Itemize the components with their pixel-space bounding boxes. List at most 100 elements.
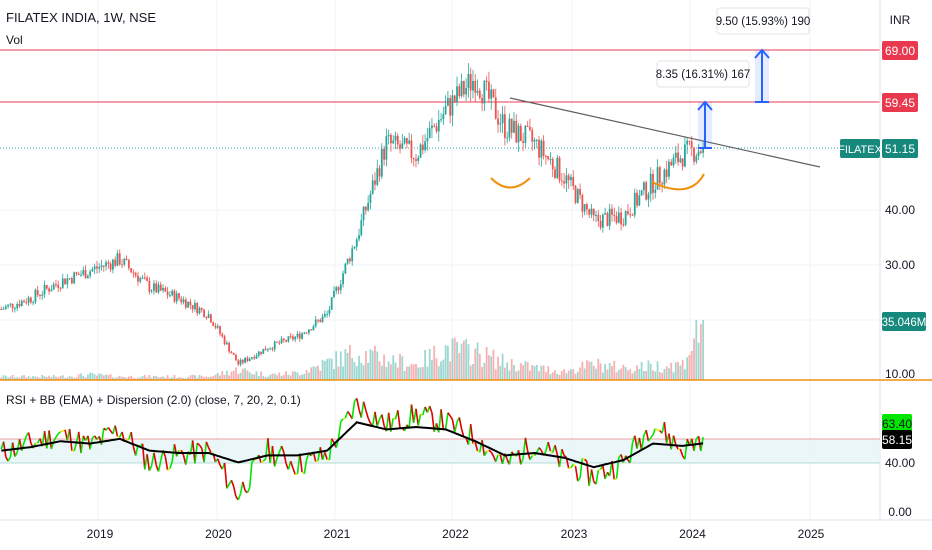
volume-bar [246, 370, 249, 380]
candle [419, 143, 422, 158]
candle [262, 348, 265, 354]
candle [622, 218, 625, 227]
time-axis-label: 2022 [442, 527, 469, 541]
candle [189, 298, 192, 310]
candle [702, 141, 705, 158]
volume-bar [586, 360, 588, 380]
volume-bar [43, 376, 46, 380]
candle [485, 76, 488, 91]
candle [385, 128, 388, 167]
candle [604, 207, 607, 215]
volume-bar [36, 376, 39, 380]
volume-bar [59, 375, 62, 380]
candle [248, 357, 251, 362]
candle [684, 136, 686, 168]
rsi-segment [103, 427, 107, 431]
volume-bar [289, 375, 292, 380]
candle [517, 123, 520, 152]
rsi-segment [645, 429, 650, 442]
candle [36, 285, 39, 298]
rsi-segment [280, 445, 285, 453]
currency-label[interactable]: INR [890, 13, 911, 27]
candle [387, 129, 390, 145]
volume-bar [627, 370, 629, 380]
volume-bar [330, 358, 333, 380]
volume-bar [401, 356, 404, 380]
volume-label[interactable]: Vol [6, 33, 23, 47]
candle [164, 286, 167, 292]
candle [116, 250, 119, 266]
candle [542, 135, 545, 160]
volume-bar [173, 374, 176, 380]
candle [652, 169, 654, 200]
volume-bar [485, 346, 488, 380]
rsi-segment [449, 415, 454, 420]
volume-bar [255, 371, 258, 380]
candle [645, 180, 648, 201]
volume-bar [465, 339, 468, 380]
price-tag-69: 69.00 [882, 41, 918, 60]
rsi-segment [298, 453, 303, 473]
rsi-segment [440, 409, 445, 430]
rsi-segment [248, 461, 253, 488]
volume-bar [194, 375, 196, 380]
candle [146, 275, 148, 282]
volume-bar [508, 370, 511, 380]
candle [383, 145, 385, 166]
volume-bar [280, 375, 283, 380]
trendline[interactable] [509, 97, 821, 168]
candle [597, 210, 600, 227]
rsi-segment [237, 493, 242, 501]
volume-bar [658, 372, 661, 380]
rsi-segment [474, 442, 479, 452]
rsi-segment [273, 457, 278, 467]
candle [251, 356, 253, 360]
candle [665, 161, 668, 184]
candle [435, 122, 438, 134]
candle [235, 353, 237, 361]
volume-bar [526, 362, 529, 380]
volume-bar [451, 338, 454, 380]
volume-bar [679, 365, 682, 380]
rsi-segment [381, 414, 385, 426]
candle [499, 113, 502, 133]
indicator-title[interactable]: RSI + BB (EMA) + Dispersion (2.0) (close… [6, 393, 301, 407]
volume-bar [447, 346, 449, 380]
volume-bar [139, 377, 142, 380]
volume-bar [307, 372, 310, 380]
rsi-segment [198, 444, 203, 449]
volume-bar [7, 377, 9, 380]
candle [98, 263, 101, 274]
measure-arrow-upper[interactable] [754, 48, 770, 103]
volume-bar [681, 360, 684, 380]
volume-bar [264, 377, 267, 380]
symbol-title[interactable]: FILATEX INDIA, 1W, NSE [6, 10, 156, 25]
candle [307, 329, 310, 336]
candle [118, 249, 121, 266]
volume-bar [668, 368, 670, 380]
candle [52, 281, 55, 291]
volume-bar [656, 361, 659, 380]
candle [515, 114, 518, 144]
candle [155, 280, 158, 294]
volume-bar [70, 376, 73, 380]
time-axis[interactable]: 2019 2020 2021 2022 2023 2024 2025 [87, 527, 825, 541]
volume-bar [93, 374, 96, 380]
rsi-segment [538, 447, 542, 452]
cup-arc-left[interactable] [490, 177, 531, 189]
measure-arrow-lower[interactable] [697, 100, 713, 149]
volume-bar [456, 341, 458, 380]
candle [346, 258, 349, 265]
rsi-segment [652, 428, 657, 436]
volume-bar [360, 362, 363, 380]
candle [636, 189, 638, 208]
candle [264, 346, 267, 351]
volume-bar [155, 375, 158, 380]
candle [294, 335, 297, 343]
rsi-segment [173, 444, 178, 457]
volume-bar [540, 365, 543, 380]
cup-arc-right[interactable] [651, 173, 705, 191]
rsi-segment [207, 447, 212, 453]
volume-bar [663, 368, 666, 380]
